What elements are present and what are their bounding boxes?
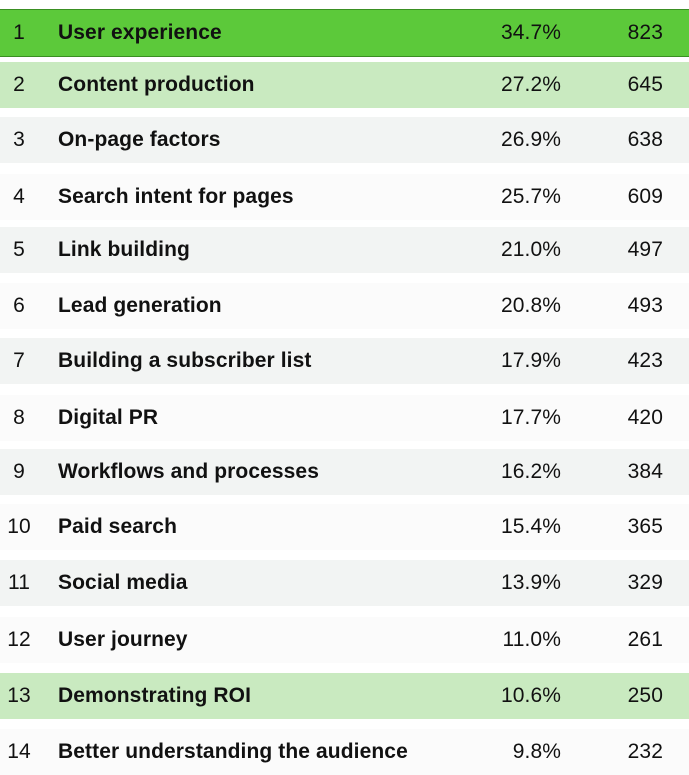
row-rank: 9 bbox=[13, 460, 25, 483]
row-rank: 3 bbox=[13, 128, 25, 151]
row-count: 423 bbox=[627, 349, 663, 372]
row-label: User experience bbox=[58, 21, 222, 44]
row-percent: 16.2% bbox=[500, 460, 561, 483]
row-count: 645 bbox=[627, 73, 663, 96]
row-percent: 26.9% bbox=[500, 128, 561, 151]
row-rank: 5 bbox=[13, 238, 25, 261]
table-row: 11 Social media 13.9% 329 bbox=[0, 560, 689, 606]
row-count: 823 bbox=[627, 21, 663, 44]
table-row: 6 Lead generation 20.8% 493 bbox=[0, 283, 689, 329]
row-label: Demonstrating ROI bbox=[58, 684, 252, 707]
row-count: 261 bbox=[627, 628, 663, 651]
table-row: 1 User experience 34.7% 823 bbox=[0, 9, 689, 57]
table-row: 10 Paid search 15.4% 365 bbox=[0, 504, 689, 550]
row-percent: 15.4% bbox=[500, 515, 561, 538]
row-percent: 10.6% bbox=[500, 684, 561, 707]
row-count: 420 bbox=[627, 406, 663, 429]
row-rank: 6 bbox=[13, 294, 25, 317]
row-count: 384 bbox=[627, 460, 663, 483]
row-label: Paid search bbox=[58, 515, 177, 538]
row-label: Social media bbox=[58, 571, 188, 594]
row-label: Workflows and processes bbox=[58, 460, 319, 483]
table-row: 12 User journey 11.0% 261 bbox=[0, 617, 689, 663]
row-rank: 10 bbox=[7, 515, 31, 538]
row-label: On-page factors bbox=[58, 128, 221, 151]
row-label: Better understanding the audience bbox=[58, 740, 408, 763]
table-row: 3 On-page factors 26.9% 638 bbox=[0, 117, 689, 163]
table-row: 7 Building a subscriber list 17.9% 423 bbox=[0, 338, 689, 384]
row-percent: 17.9% bbox=[500, 349, 561, 372]
table-row: 8 Digital PR 17.7% 420 bbox=[0, 395, 689, 441]
row-percent: 11.0% bbox=[502, 628, 561, 651]
row-label: Search intent for pages bbox=[58, 185, 294, 208]
row-rank: 2 bbox=[13, 73, 25, 96]
row-rank: 8 bbox=[13, 406, 25, 429]
row-percent: 25.7% bbox=[500, 185, 561, 208]
row-count: 365 bbox=[627, 515, 663, 538]
row-label: Digital PR bbox=[58, 406, 159, 429]
row-label: Building a subscriber list bbox=[58, 349, 312, 372]
row-percent: 13.9% bbox=[500, 571, 561, 594]
row-count: 497 bbox=[627, 238, 663, 261]
row-rank: 7 bbox=[13, 349, 25, 372]
row-label: Link building bbox=[58, 238, 190, 261]
row-count: 250 bbox=[627, 684, 663, 707]
row-rank: 11 bbox=[8, 571, 30, 594]
table-row: 9 Workflows and processes 16.2% 384 bbox=[0, 449, 689, 495]
row-count: 609 bbox=[627, 185, 663, 208]
row-rank: 14 bbox=[7, 740, 31, 763]
row-rank: 12 bbox=[7, 628, 31, 651]
row-rank: 1 bbox=[13, 21, 25, 44]
row-percent: 20.8% bbox=[500, 294, 561, 317]
row-count: 329 bbox=[627, 571, 663, 594]
row-percent: 21.0% bbox=[500, 238, 561, 261]
table-row: 13 Demonstrating ROI 10.6% 250 bbox=[0, 673, 689, 719]
row-label: Content production bbox=[58, 73, 255, 96]
row-rank: 4 bbox=[13, 185, 25, 208]
row-percent: 9.8% bbox=[512, 740, 561, 763]
row-count: 638 bbox=[627, 128, 663, 151]
table-row: 5 Link building 21.0% 497 bbox=[0, 227, 689, 273]
row-percent: 34.7% bbox=[500, 21, 561, 44]
row-percent: 27.2% bbox=[500, 73, 561, 96]
table-row: 4 Search intent for pages 25.7% 609 bbox=[0, 174, 689, 220]
table-row: 2 Content production 27.2% 645 bbox=[0, 62, 689, 108]
row-rank: 13 bbox=[7, 684, 31, 707]
table-row: 14 Better understanding the audience 9.8% 2… bbox=[0, 729, 689, 775]
row-percent: 17.7% bbox=[500, 406, 561, 429]
row-count: 493 bbox=[627, 294, 663, 317]
row-count: 232 bbox=[627, 740, 663, 763]
row-label: Lead generation bbox=[58, 294, 222, 317]
row-label: User journey bbox=[58, 628, 188, 651]
